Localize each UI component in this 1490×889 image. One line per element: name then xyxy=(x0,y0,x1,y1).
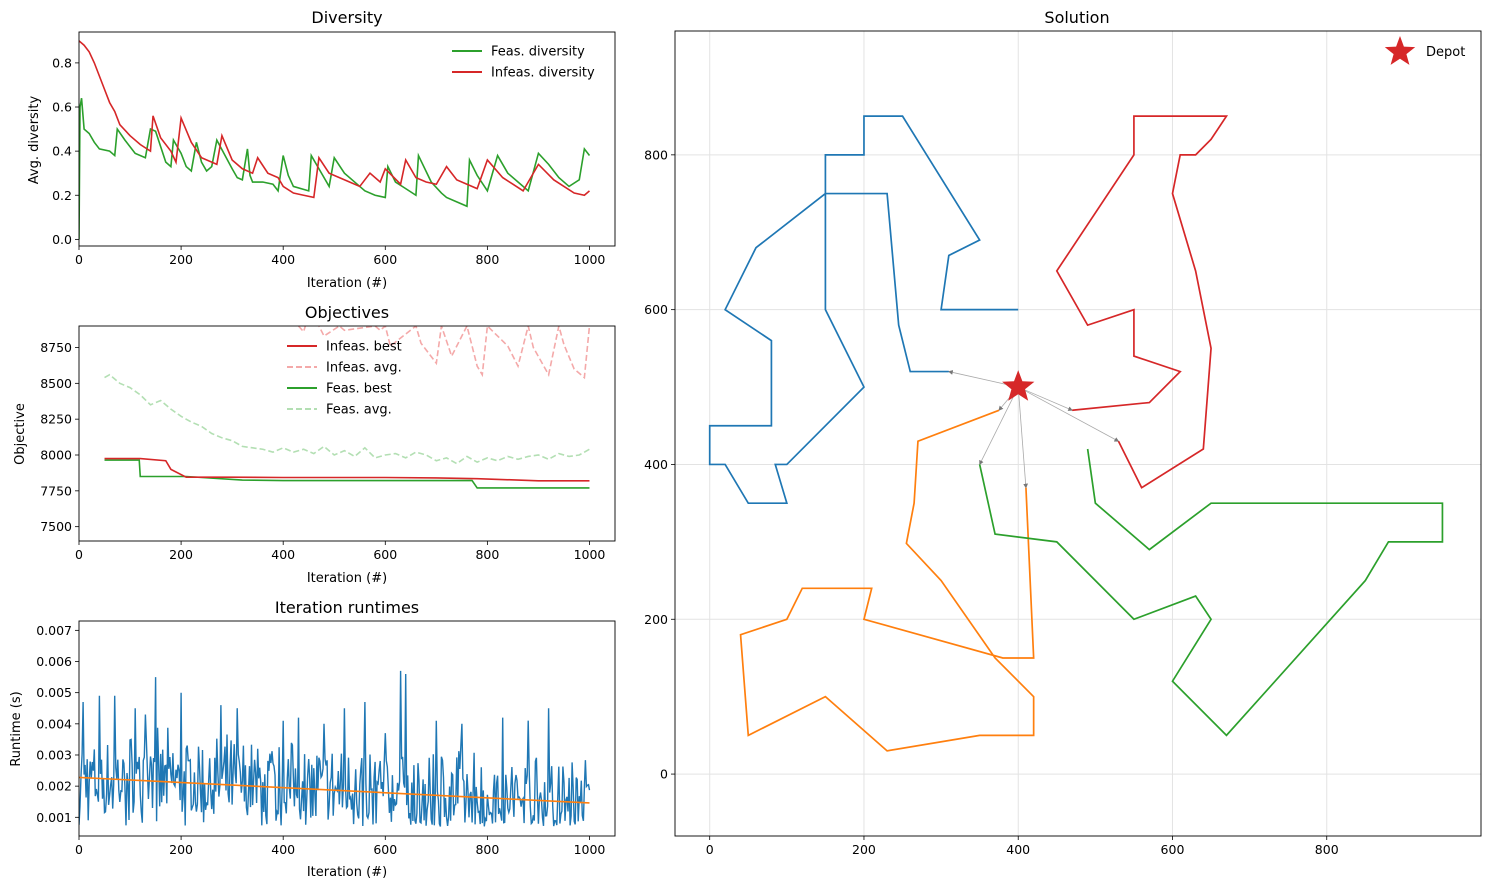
legend-label: Feas. diversity xyxy=(491,45,585,60)
series-line-runtime xyxy=(79,670,591,827)
x-tick-label: 400 xyxy=(1006,842,1030,857)
y-tick-label: 0.007 xyxy=(36,623,72,638)
depot-edge xyxy=(1018,386,1073,411)
axes-frame xyxy=(78,31,616,247)
x-tick-label: 0 xyxy=(75,252,83,267)
depot-star-icon xyxy=(1002,370,1035,401)
diversity-legend: Feas. diversity Infeas. diversity xyxy=(452,45,595,81)
y-tick-label: 0.6 xyxy=(52,100,72,115)
y-tick-label: 7750 xyxy=(40,483,72,498)
x-tick-label: 1000 xyxy=(574,547,606,562)
y-tick-label: 200 xyxy=(644,612,668,627)
x-tick-label: 200 xyxy=(852,842,876,857)
axes-frame xyxy=(78,325,616,542)
y-tick-label: 0.006 xyxy=(36,654,72,669)
runtimes-ylabel: Runtime (s) xyxy=(9,691,24,766)
series-line-feas-avg- xyxy=(104,373,590,465)
x-tick-label: 400 xyxy=(271,842,295,857)
route-3 xyxy=(739,409,1035,752)
series-line-infeas-avg- xyxy=(297,326,591,380)
objectives-xlabel: Iteration (#) xyxy=(307,571,387,586)
x-tick-label: 600 xyxy=(373,842,397,857)
y-tick-label: 8750 xyxy=(40,340,72,355)
y-tick-label: 0 xyxy=(660,767,668,782)
x-tick-label: 600 xyxy=(373,547,397,562)
x-tick-label: 1000 xyxy=(574,252,606,267)
y-tick-label: 0.4 xyxy=(52,144,72,159)
y-tick-label: 0.001 xyxy=(36,810,72,825)
diversity-ylabel: Avg. diversity xyxy=(27,95,42,184)
route-1 xyxy=(708,115,1019,505)
runtimes-title: Iteration runtimes xyxy=(275,598,419,617)
y-tick-label: 0.003 xyxy=(36,747,72,762)
y-tick-label: 0.2 xyxy=(52,188,72,203)
diversity-xlabel: Iteration (#) xyxy=(307,276,387,291)
depot-edge xyxy=(979,386,1019,466)
objectives-title: Objectives xyxy=(305,303,389,322)
runtimes-xlabel: Iteration (#) xyxy=(307,865,387,880)
route-2 xyxy=(1055,115,1229,489)
x-tick-label: 800 xyxy=(475,252,499,267)
legend-label: Infeas. avg. xyxy=(326,361,402,376)
y-tick-label: 600 xyxy=(644,302,668,317)
x-tick-label: 800 xyxy=(1315,842,1339,857)
y-tick-label: 400 xyxy=(644,457,668,472)
y-tick-label: 0.002 xyxy=(36,779,72,794)
x-tick-label: 200 xyxy=(169,547,193,562)
depot-edge xyxy=(1018,386,1120,442)
y-tick-label: 800 xyxy=(644,147,668,162)
series-line-infeas-diversity xyxy=(79,40,590,199)
legend-label: Depot xyxy=(1426,45,1465,60)
x-tick-label: 0 xyxy=(706,842,714,857)
x-tick-label: 400 xyxy=(271,252,295,267)
series-line-feas-diversity xyxy=(79,98,591,240)
x-tick-label: 200 xyxy=(169,252,193,267)
series-line-trend xyxy=(78,776,590,804)
legend-depot-star-icon xyxy=(1384,36,1416,65)
solution-title: Solution xyxy=(1044,8,1109,27)
diversity-title: Diversity xyxy=(311,8,382,27)
axes-1: 0 200 400 600 800 1000 7500 7750 8000 8250 8500 875… xyxy=(40,340,605,562)
series-line-feas-best xyxy=(104,459,590,489)
y-tick-label: 0.8 xyxy=(52,55,72,70)
x-tick-label: 600 xyxy=(373,252,397,267)
y-tick-label: 8000 xyxy=(40,448,72,463)
axes-2: 0 200 400 600 800 1000 0.001 0.002 0.003 0.004 0.0… xyxy=(36,623,605,857)
y-tick-label: 0.004 xyxy=(36,716,72,731)
x-tick-label: 800 xyxy=(475,547,499,562)
legend-label: Infeas. best xyxy=(326,340,402,355)
axes-frame xyxy=(78,620,616,837)
objectives-legend: Infeas. best Infeas. avg. Feas. best Feas. … xyxy=(287,340,402,418)
series-line-infeas-best xyxy=(104,457,590,482)
y-tick-label: 0.0 xyxy=(52,232,72,247)
x-tick-label: 0 xyxy=(75,547,83,562)
axes-0: 0 200 400 600 800 1000 0.0 0.2 0.4 0.6 0.8 xyxy=(52,55,605,267)
depot-edge xyxy=(1017,387,1029,489)
y-tick-label: 8500 xyxy=(40,376,72,391)
y-tick-label: 7500 xyxy=(40,519,72,534)
x-tick-label: 800 xyxy=(475,842,499,857)
objectives-ylabel: Objective xyxy=(13,403,28,465)
legend-label: Feas. best xyxy=(326,382,392,397)
axes-frame xyxy=(674,30,1482,837)
y-tick-label: 0.005 xyxy=(36,685,72,700)
legend-label: Infeas. diversity xyxy=(491,66,595,81)
x-tick-label: 200 xyxy=(169,842,193,857)
axes-3: 0 200 400 600 800 0 200 400 600 800 xyxy=(644,31,1481,857)
x-tick-label: 600 xyxy=(1161,842,1185,857)
y-tick-label: 8250 xyxy=(40,412,72,427)
x-tick-label: 400 xyxy=(271,547,295,562)
legend-label: Feas. avg. xyxy=(326,403,392,418)
x-tick-label: 0 xyxy=(75,842,83,857)
x-tick-label: 1000 xyxy=(574,842,606,857)
solution-legend: Depot xyxy=(1384,36,1465,65)
route-4 xyxy=(978,448,1444,737)
